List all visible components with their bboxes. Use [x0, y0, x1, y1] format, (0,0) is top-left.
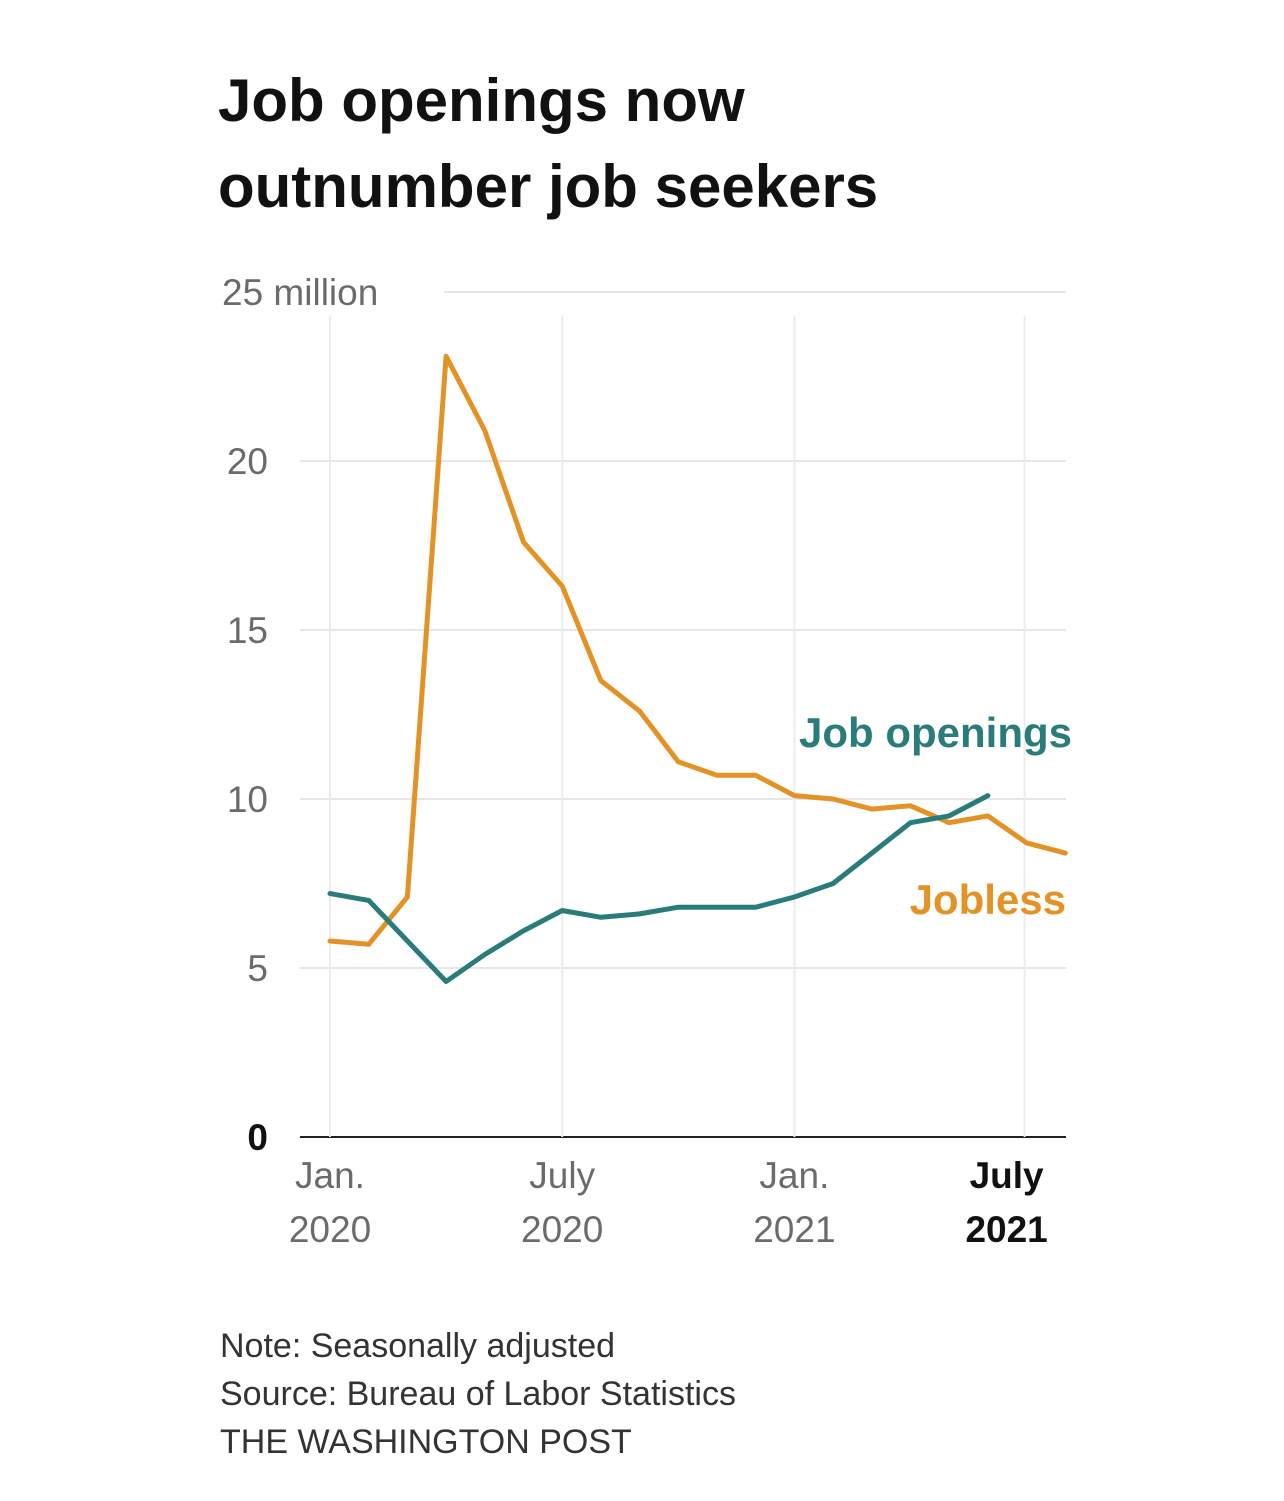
- y-tick-label: 5: [247, 948, 268, 989]
- x-tick-label-month: July: [529, 1155, 595, 1196]
- series-lines: [327, 353, 1068, 984]
- x-tick-label-month: July: [970, 1155, 1044, 1196]
- gridlines: [300, 291, 1066, 1138]
- x-tick-label-year: 2021: [753, 1209, 835, 1250]
- job-openings-label: Job openings: [799, 709, 1072, 756]
- x-tick-label-month: Jan.: [759, 1155, 829, 1196]
- jobless-line: [327, 353, 1068, 947]
- y-tick-label: 15: [227, 610, 268, 651]
- y-tick-label: 10: [227, 779, 268, 820]
- x-tick-label-year: 2020: [289, 1209, 371, 1250]
- jobless-label: Jobless: [910, 876, 1066, 923]
- job-openings-line: [327, 793, 991, 984]
- chart-title-line-2: outnumber job seekers: [218, 153, 879, 220]
- x-tick-label-month: Jan.: [295, 1155, 365, 1196]
- x-tick-label-year: 2020: [521, 1209, 603, 1250]
- x-tick-label-year: 2021: [965, 1209, 1047, 1250]
- chart-notes: Note: Seasonally adjusted Source: Bureau…: [220, 1322, 736, 1466]
- y-tick-label: 25 million: [222, 272, 378, 313]
- source-text: Source: Bureau of Labor Statistics: [220, 1375, 736, 1413]
- chart-title: Job openings now outnumber job seekers: [218, 58, 1118, 230]
- note-text: Note: Seasonally adjusted: [220, 1327, 616, 1365]
- chart-title-line-1: Job openings now: [218, 67, 745, 134]
- credit-text: THE WASHINGTON POST: [220, 1423, 632, 1461]
- y-tick-label: 20: [227, 441, 268, 482]
- y-tick-label: 0: [247, 1117, 268, 1158]
- x-axis-tick-labels: Jan. 2020 July 2020 Jan. 2021 July 2021: [289, 1155, 1048, 1250]
- series-labels: Job openings Jobless: [799, 709, 1072, 923]
- y-axis-tick-labels: 25 million 20 15 10 5 0: [222, 272, 378, 1158]
